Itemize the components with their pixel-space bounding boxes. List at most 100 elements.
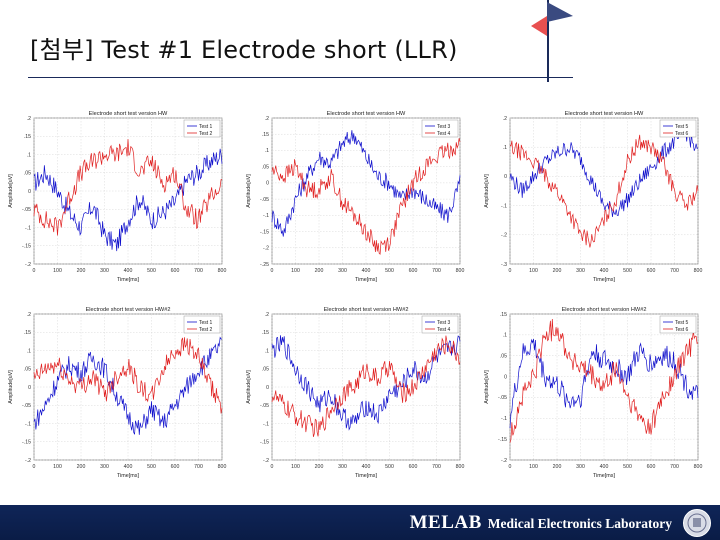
- y-tick-label: 0: [266, 385, 269, 391]
- x-tick-label: 0: [33, 268, 36, 274]
- flag-pole: [547, 0, 549, 82]
- series-line-2: [33, 139, 223, 236]
- y-tick-label: -.2: [263, 246, 269, 252]
- y-tick-label: 0: [504, 174, 507, 180]
- x-tick-label: 0: [33, 464, 36, 470]
- x-tick-label: 700: [432, 268, 441, 274]
- y-tick-label: .15: [500, 312, 507, 318]
- series-line-1: [33, 336, 223, 435]
- x-tick-label: 500: [385, 464, 394, 470]
- y-tick-label: -.25: [260, 262, 269, 268]
- x-tick-label: 400: [362, 464, 371, 470]
- x-tick-label: 800: [456, 464, 465, 470]
- y-tick-label: .1: [503, 333, 507, 339]
- y-tick-label: .1: [265, 148, 269, 154]
- chart-title: Electrode short test version HW: [327, 111, 406, 117]
- chart-svg: 0 100 200 300 400 500 600 700 800 .2 .15 .1 .05 0 -.05…: [8, 111, 226, 283]
- x-tick-label: 700: [670, 268, 679, 274]
- y-tick-label: -.15: [260, 229, 269, 235]
- x-tick-label: 100: [529, 464, 538, 470]
- y-tick-label: .1: [503, 145, 507, 151]
- x-tick-label: 500: [623, 464, 632, 470]
- y-tick-label: -.2: [263, 458, 269, 464]
- x-axis-label: Time[ms]: [593, 473, 615, 479]
- x-tick-label: 400: [600, 268, 609, 274]
- legend-label: Test 4: [437, 327, 451, 333]
- x-tick-label: 800: [694, 268, 703, 274]
- x-tick-label: 0: [271, 464, 274, 470]
- x-tick-label: 700: [432, 464, 441, 470]
- y-tick-label: -.1: [501, 416, 507, 422]
- x-axis-label: Time[ms]: [355, 473, 377, 479]
- x-tick-label: 300: [576, 268, 585, 274]
- x-tick-label: 500: [623, 268, 632, 274]
- y-tick-label: -.05: [498, 395, 507, 401]
- x-tick-label: 400: [124, 464, 133, 470]
- series-line-1: [33, 148, 223, 252]
- y-tick-label: .1: [27, 152, 31, 158]
- y-axis-label: Amplitude[uV]: [484, 174, 490, 208]
- series-line-2: [509, 318, 699, 443]
- y-tick-label: .2: [265, 312, 269, 318]
- x-tick-label: 100: [291, 464, 300, 470]
- chart-5: 0 100 200 300 400 500 600 700 800 .2 .15 .1 .05 0 -.05…: [242, 304, 476, 489]
- x-tick-label: 600: [409, 268, 418, 274]
- series-line-2: [33, 337, 223, 414]
- x-tick-label: 800: [694, 464, 703, 470]
- y-tick-label: 0: [504, 374, 507, 380]
- x-tick-label: 200: [77, 464, 86, 470]
- x-axis-label: Time[ms]: [117, 277, 139, 283]
- x-tick-label: 800: [218, 464, 227, 470]
- legend-label: Test 2: [199, 327, 213, 333]
- x-tick-label: 300: [338, 464, 347, 470]
- x-tick-label: 400: [124, 268, 133, 274]
- x-tick-label: 600: [647, 268, 656, 274]
- legend-label: Test 3: [437, 320, 451, 326]
- legend-label: Test 4: [437, 131, 451, 137]
- title-underline: [28, 77, 573, 78]
- chart-svg: 0 100 200 300 400 500 600 700 800 .2 .1 0 -.1 -.2 -.3 E…: [484, 111, 703, 283]
- x-tick-label: 200: [77, 268, 86, 274]
- chart-svg: 0 100 200 300 400 500 600 700 800 .15 .1 .05 0 -.05 -.…: [484, 307, 703, 479]
- chart-title: Electrode short test version HW#2: [562, 307, 647, 313]
- x-tick-label: 500: [147, 464, 156, 470]
- series-line-2: [271, 335, 461, 437]
- y-axis-label: Amplitude[uV]: [484, 370, 490, 404]
- chart-svg: 0 100 200 300 400 500 600 700 800 .2 .15 .1 .05 0 -.05…: [246, 111, 464, 283]
- chart-title: Electrode short test version HW#2: [86, 307, 171, 313]
- legend-label: Test 6: [675, 131, 689, 137]
- y-tick-label: 0: [28, 189, 31, 195]
- slide-title: [첨부] Test #1 Electrode short (LLR): [30, 36, 458, 64]
- x-tick-label: 300: [100, 268, 109, 274]
- y-tick-label: .05: [262, 367, 269, 373]
- x-tick-label: 500: [147, 268, 156, 274]
- chart-svg: 0 100 200 300 400 500 600 700 800 .2 .15 .1 .05 0 -.05…: [8, 307, 227, 479]
- legend-label: Test 1: [199, 124, 213, 130]
- y-tick-label: -.2: [25, 262, 31, 268]
- x-tick-label: 700: [194, 268, 203, 274]
- y-tick-label: -.15: [260, 440, 269, 446]
- y-tick-label: .15: [262, 330, 269, 336]
- chart-title: Electrode short test version HW: [89, 111, 168, 117]
- legend-label: Test 2: [199, 131, 213, 137]
- y-tick-label: -.3: [501, 262, 507, 268]
- x-tick-label: 400: [362, 268, 371, 274]
- chart-grid: 0 100 200 300 400 500 600 700 800 .2 .15 .1 .05 0 -.05…: [0, 108, 720, 503]
- footer-bar: MELAB Medical Electronics Laboratory: [0, 505, 720, 540]
- legend-label: Test 5: [675, 320, 689, 326]
- chart-6: 0 100 200 300 400 500 600 700 800 .15 .1 .05 0 -.05 -.…: [480, 304, 714, 489]
- x-tick-label: 600: [171, 464, 180, 470]
- x-tick-label: 100: [529, 268, 538, 274]
- series-line-2: [509, 134, 699, 248]
- y-tick-label: .05: [24, 171, 31, 177]
- chart-2: 0 100 200 300 400 500 600 700 800 .2 .15 .1 .05 0 -.05…: [242, 108, 476, 293]
- x-tick-label: 200: [315, 268, 324, 274]
- legend-label: Test 1: [199, 320, 213, 326]
- y-tick-label: 0: [28, 385, 31, 391]
- x-tick-label: 200: [315, 464, 324, 470]
- y-tick-label: .2: [27, 116, 31, 122]
